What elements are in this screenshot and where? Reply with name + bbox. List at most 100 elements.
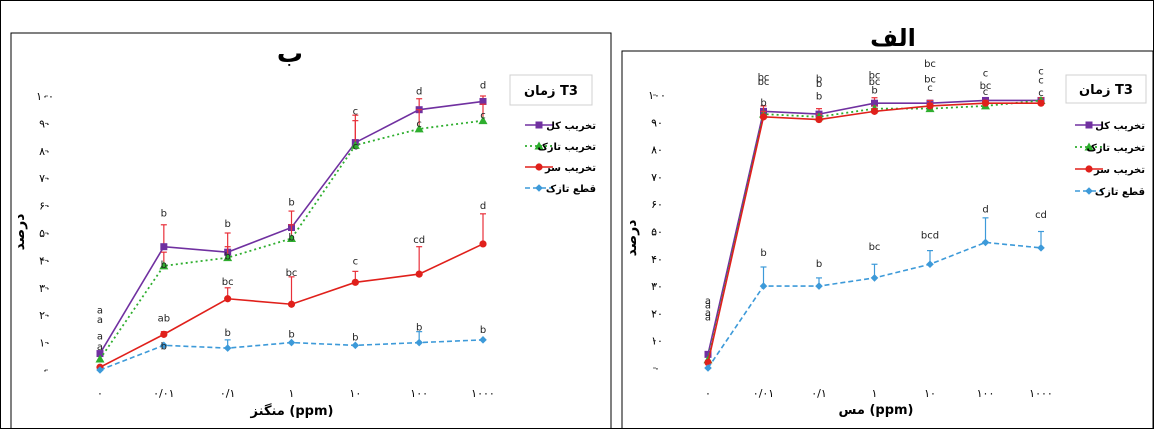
significance-letter: bc xyxy=(869,77,881,88)
data-point xyxy=(224,295,232,303)
legend-marker xyxy=(535,184,543,192)
data-point xyxy=(871,99,878,107)
data-point xyxy=(1037,99,1045,107)
legend-marker xyxy=(1084,142,1094,151)
significance-letter: b xyxy=(288,330,294,341)
significance-letter: bc xyxy=(924,75,936,86)
significance-letter: a xyxy=(705,301,711,312)
data-point xyxy=(160,341,168,350)
significance-letter: a xyxy=(97,315,103,326)
x-tick-label: ۱۰۰۰ xyxy=(1029,387,1053,400)
significance-letter: a xyxy=(705,308,711,319)
significance-letter: b xyxy=(760,98,766,109)
y-tick-label: ۶۰ xyxy=(39,200,51,213)
legend-title: زمان T3 xyxy=(524,84,578,99)
y-tick-label: ۸۰ xyxy=(39,145,51,158)
significance-letter: b xyxy=(416,323,422,334)
x-tick-label: ۱۰ xyxy=(349,387,361,400)
y-axis-label: درصد xyxy=(12,214,28,251)
significance-letter: c xyxy=(1038,66,1044,77)
x-tick-label: ۱ xyxy=(872,387,878,400)
significance-letter: b xyxy=(816,92,822,103)
data-point xyxy=(759,113,768,121)
significance-letter: bc xyxy=(758,72,770,83)
significance-letter: c xyxy=(983,68,989,79)
data-point xyxy=(223,344,232,352)
panel-frame xyxy=(621,50,1154,429)
data-point xyxy=(926,102,934,110)
significance-letter: b xyxy=(224,328,230,339)
legend-label: تخریب کل xyxy=(546,121,596,132)
data-point xyxy=(351,278,359,286)
data-point xyxy=(870,274,879,282)
x-tick-label: ۰/۰۱ xyxy=(753,387,774,400)
legend-marker xyxy=(535,121,543,129)
legend-marker xyxy=(535,163,543,171)
significance-letter: b xyxy=(288,232,294,243)
x-tick-label: ۰/۱ xyxy=(811,387,827,400)
data-point xyxy=(759,282,768,290)
y-tick-label: ۱۰ xyxy=(39,337,51,350)
significance-letter: c xyxy=(353,107,359,118)
significance-letter: b xyxy=(161,341,167,352)
data-point xyxy=(815,115,823,124)
data-point xyxy=(981,99,990,107)
data-point xyxy=(287,233,296,242)
significance-letter: b xyxy=(760,248,766,259)
y-tick-label: ۷۰ xyxy=(651,171,663,184)
data-point xyxy=(414,124,424,133)
legend-label: قطع تازک xyxy=(546,184,596,195)
significance-letter: bc xyxy=(222,277,234,288)
data-point xyxy=(96,366,104,374)
significance-letter: a xyxy=(97,342,103,353)
data-point xyxy=(350,140,360,149)
significance-letter: c xyxy=(353,256,359,267)
significance-letter: b xyxy=(871,85,877,96)
legend-label: تخریب سر xyxy=(1093,165,1145,176)
significance-letter: c xyxy=(353,141,359,152)
legend-title: زمان T3 xyxy=(1079,83,1133,98)
significance-letter: d xyxy=(480,201,486,212)
y-tick-label: ۷۰ xyxy=(39,172,51,185)
y-tick-label: ۳۰ xyxy=(39,282,51,295)
data-point xyxy=(287,300,296,308)
significance-letter: a xyxy=(97,331,103,342)
x-tick-label: ۱۰۰ xyxy=(410,387,428,400)
x-tick-label: ۰/۰۱ xyxy=(153,387,174,400)
data-point xyxy=(815,282,823,290)
significance-letter: b xyxy=(161,209,167,220)
significance-letter: cd xyxy=(1035,210,1047,221)
x-axis-label: منگنز (ppm) xyxy=(250,403,334,419)
chart-title: الف xyxy=(870,24,916,52)
y-tick-label: ۱۰۰ xyxy=(36,90,54,103)
y-tick-label: ۲۰ xyxy=(39,309,51,322)
y-tick-label: ۹۰ xyxy=(39,117,51,130)
significance-letter: a xyxy=(97,306,103,317)
significance-letter: b xyxy=(480,325,486,336)
data-point xyxy=(704,350,712,358)
x-tick-label: ۰ xyxy=(705,387,711,400)
significance-letter: bc xyxy=(758,77,770,88)
data-point xyxy=(160,243,168,251)
x-tick-label: ۰/۱ xyxy=(220,387,236,400)
data-point xyxy=(287,338,296,347)
significance-letter: bc xyxy=(980,81,992,92)
significance-letter: bc xyxy=(924,59,936,70)
significance-letter: bc xyxy=(286,268,298,279)
data-point xyxy=(479,97,487,105)
data-point xyxy=(870,107,879,115)
legend-marker xyxy=(534,141,544,150)
significance-letter: b xyxy=(224,252,230,263)
legend-label: قطع تازک xyxy=(1095,187,1145,198)
significance-letter: bc xyxy=(869,242,881,253)
y-axis-label: درصد xyxy=(624,220,640,257)
legend-label: تخریب کل xyxy=(1095,121,1145,132)
significance-letter: d xyxy=(416,87,422,98)
significance-letter: bc xyxy=(869,71,881,82)
y-tick-label: ۴۰ xyxy=(651,253,663,266)
